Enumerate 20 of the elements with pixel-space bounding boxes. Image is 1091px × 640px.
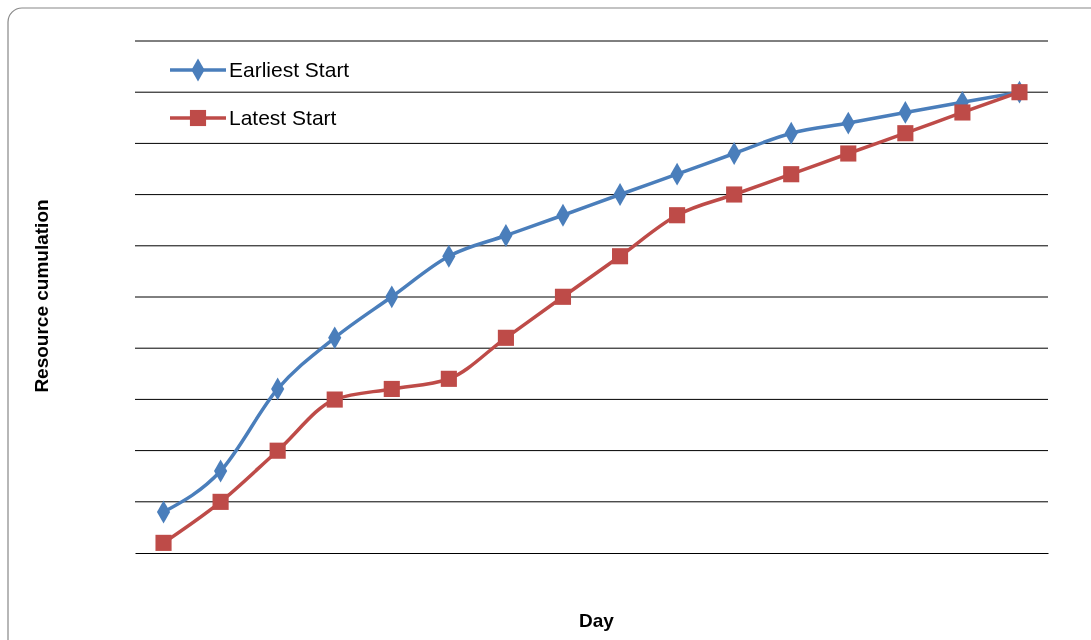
y-axis-title: Resource cumulation [31, 199, 52, 393]
point [497, 329, 514, 346]
point [897, 125, 914, 142]
point [783, 166, 800, 183]
point [383, 380, 400, 398]
point [1011, 84, 1028, 101]
point [269, 442, 286, 459]
point [326, 391, 343, 408]
point [554, 288, 572, 305]
point [954, 104, 971, 121]
point [840, 145, 857, 162]
point [669, 207, 686, 224]
point [212, 493, 229, 510]
legend-label: Earliest Start [229, 58, 350, 81]
point [726, 186, 743, 203]
x-axis-title: Day [579, 610, 615, 631]
point [155, 534, 172, 551]
point [611, 248, 629, 265]
point [440, 370, 457, 387]
legend-label: Latest Start [229, 106, 337, 129]
